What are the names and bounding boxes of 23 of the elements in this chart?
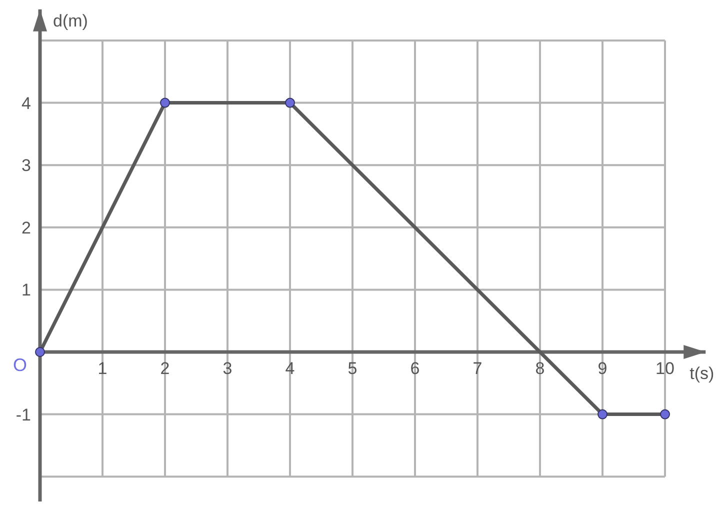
point bbox=[285, 98, 295, 108]
x-tick-label: 10 bbox=[656, 359, 674, 378]
x-tick-label: 3 bbox=[222, 359, 232, 378]
x-axis-title: t(s) bbox=[690, 364, 714, 383]
y-tick-label: 2 bbox=[22, 218, 31, 238]
x-tick-label: 2 bbox=[160, 359, 170, 378]
y-tick-label: -1 bbox=[16, 405, 31, 424]
y-tick-label: 1 bbox=[22, 280, 31, 300]
y-tick-label: 3 bbox=[22, 156, 31, 176]
x-tick-label: 8 bbox=[535, 359, 545, 378]
x-tick-label: 1 bbox=[98, 359, 108, 378]
x-tick-label: 7 bbox=[472, 359, 482, 378]
point bbox=[35, 347, 45, 357]
point bbox=[598, 409, 608, 420]
y-tick-label: 4 bbox=[22, 94, 31, 113]
y-axis-title: d(m) bbox=[53, 11, 88, 30]
x-tick-label: 6 bbox=[410, 359, 420, 378]
x-tick-label: 4 bbox=[285, 359, 295, 378]
annotation: O bbox=[12, 355, 27, 375]
point bbox=[160, 98, 170, 108]
x-tick-label: 9 bbox=[598, 359, 608, 378]
point bbox=[660, 409, 670, 420]
x-tick-label: 5 bbox=[348, 359, 358, 378]
